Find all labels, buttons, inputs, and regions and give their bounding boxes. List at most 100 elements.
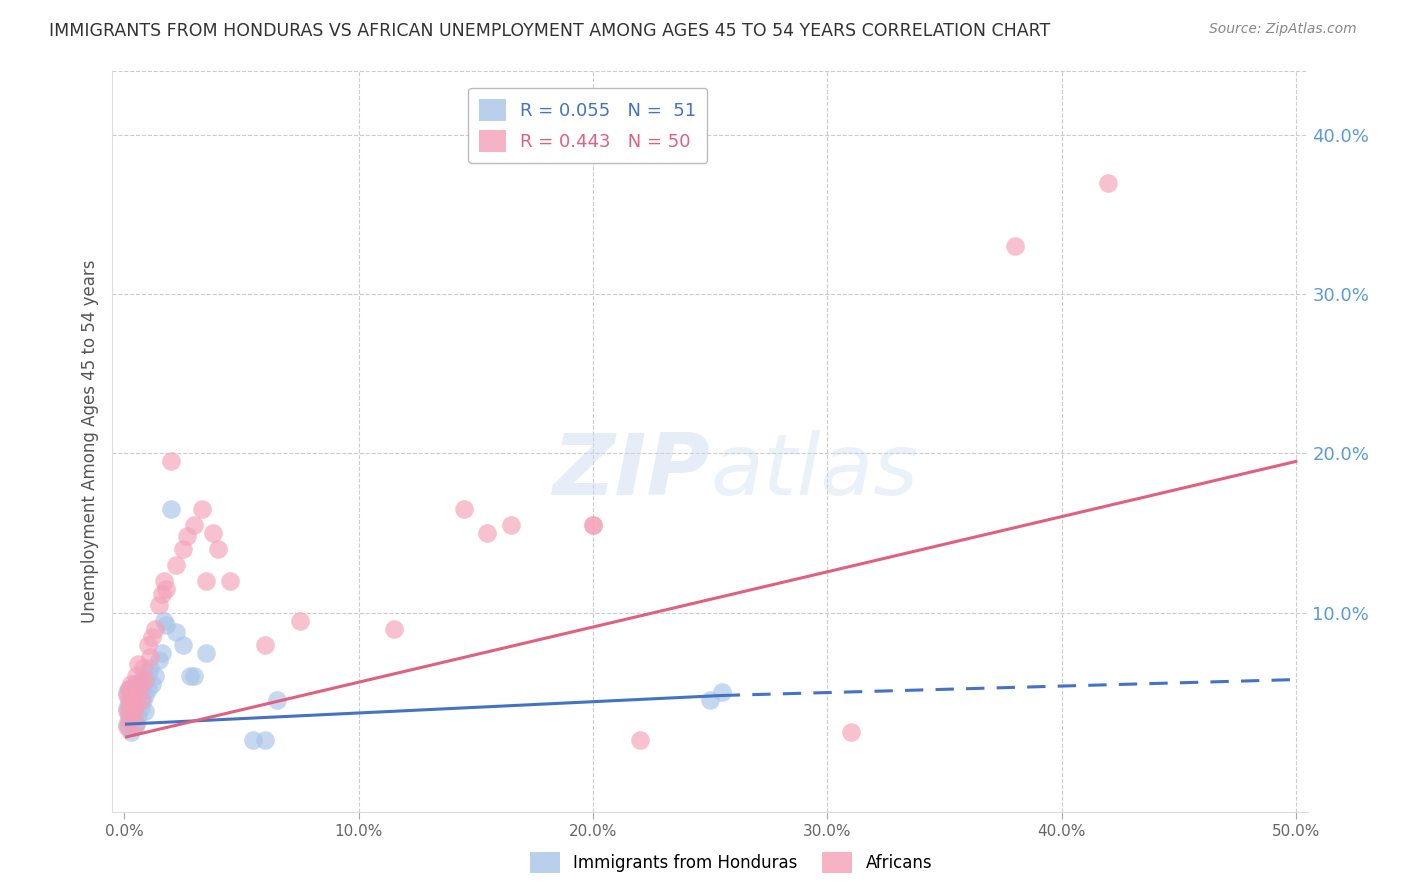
Point bbox=[141, 677, 163, 691]
Point bbox=[148, 653, 170, 667]
Point bbox=[165, 558, 187, 572]
Point bbox=[141, 630, 163, 644]
Point bbox=[129, 685, 152, 699]
Point bbox=[218, 574, 240, 588]
Point bbox=[139, 661, 162, 675]
Point bbox=[127, 693, 149, 707]
Point bbox=[195, 646, 218, 660]
Point bbox=[1097, 176, 1119, 190]
Point bbox=[122, 685, 145, 699]
Point bbox=[125, 717, 148, 731]
Y-axis label: Unemployment Among Ages 45 to 54 years: Unemployment Among Ages 45 to 54 years bbox=[80, 260, 98, 624]
Text: IMMIGRANTS FROM HONDURAS VS AFRICAN UNEMPLOYMENT AMONG AGES 45 TO 54 YEARS CORRE: IMMIGRANTS FROM HONDURAS VS AFRICAN UNEM… bbox=[49, 22, 1050, 40]
Text: atlas: atlas bbox=[710, 430, 918, 513]
Point bbox=[115, 717, 138, 731]
Point bbox=[122, 695, 145, 709]
Point bbox=[242, 733, 264, 747]
Point bbox=[125, 717, 148, 731]
Point bbox=[266, 693, 288, 707]
Point bbox=[118, 693, 141, 707]
Point bbox=[118, 714, 141, 728]
Point bbox=[195, 574, 218, 588]
Point bbox=[165, 624, 187, 639]
Point bbox=[139, 650, 162, 665]
Point bbox=[129, 673, 152, 687]
Point bbox=[143, 669, 166, 683]
Point bbox=[288, 614, 311, 628]
Point bbox=[118, 682, 141, 697]
Legend: R = 0.055   N =  51, R = 0.443   N = 50: R = 0.055 N = 51, R = 0.443 N = 50 bbox=[468, 87, 707, 162]
Point bbox=[582, 518, 605, 533]
Point bbox=[155, 582, 177, 596]
Point bbox=[207, 541, 229, 556]
Point bbox=[129, 693, 152, 707]
Point bbox=[118, 709, 141, 723]
Point bbox=[125, 698, 148, 712]
Point bbox=[132, 693, 155, 707]
Point bbox=[202, 526, 225, 541]
Point bbox=[382, 622, 405, 636]
Point bbox=[172, 541, 194, 556]
Point bbox=[839, 725, 862, 739]
Point bbox=[115, 689, 138, 703]
Point bbox=[115, 685, 138, 699]
Point bbox=[122, 705, 145, 719]
Point bbox=[118, 705, 141, 719]
Point bbox=[160, 454, 183, 468]
Point bbox=[710, 685, 733, 699]
Point bbox=[136, 666, 159, 681]
Point bbox=[120, 725, 142, 739]
Point bbox=[134, 705, 156, 719]
Point bbox=[122, 720, 145, 734]
Point bbox=[129, 677, 152, 691]
Point bbox=[190, 502, 212, 516]
Point bbox=[120, 689, 142, 703]
Point bbox=[120, 677, 142, 691]
Point bbox=[183, 518, 205, 533]
Point bbox=[125, 669, 148, 683]
Point bbox=[127, 709, 149, 723]
Point bbox=[153, 614, 176, 628]
Point bbox=[148, 598, 170, 612]
Point bbox=[132, 661, 155, 675]
Point bbox=[115, 705, 138, 719]
Point bbox=[120, 698, 142, 712]
Point bbox=[172, 638, 194, 652]
Point bbox=[179, 669, 201, 683]
Point bbox=[253, 733, 276, 747]
Point bbox=[125, 689, 148, 703]
Point bbox=[143, 622, 166, 636]
Point bbox=[122, 705, 145, 719]
Point bbox=[150, 586, 173, 600]
Point bbox=[125, 698, 148, 712]
Point bbox=[134, 689, 156, 703]
Point bbox=[183, 669, 205, 683]
Point bbox=[125, 677, 148, 691]
Point bbox=[160, 502, 183, 516]
Point bbox=[118, 698, 141, 712]
Point bbox=[134, 673, 156, 687]
Point bbox=[253, 638, 276, 652]
Point bbox=[477, 526, 499, 541]
Point bbox=[122, 707, 145, 722]
Point bbox=[118, 720, 141, 734]
Point bbox=[1004, 239, 1026, 253]
Point bbox=[453, 502, 475, 516]
Point bbox=[129, 701, 152, 715]
Point bbox=[120, 714, 142, 728]
Point bbox=[127, 685, 149, 699]
Point bbox=[115, 701, 138, 715]
Point bbox=[153, 574, 176, 588]
Point bbox=[176, 529, 198, 543]
Point bbox=[499, 518, 522, 533]
Point bbox=[115, 720, 138, 734]
Point bbox=[120, 709, 142, 723]
Point bbox=[155, 618, 177, 632]
Point bbox=[132, 677, 155, 691]
Point bbox=[127, 657, 149, 671]
Point bbox=[582, 518, 605, 533]
Point bbox=[699, 693, 721, 707]
Point bbox=[122, 689, 145, 703]
Text: ZIP: ZIP bbox=[553, 430, 710, 513]
Point bbox=[136, 682, 159, 697]
